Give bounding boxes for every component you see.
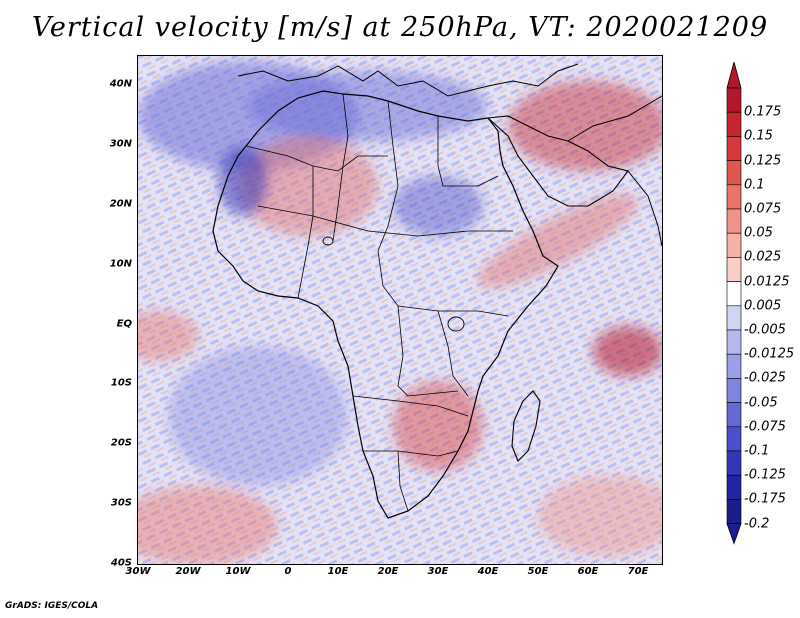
- colorbar-top-arrow: [726, 62, 742, 89]
- country-borders: [245, 93, 513, 512]
- lat-label-20n: 20N: [109, 198, 132, 210]
- lat-label-40s: 40S: [110, 557, 132, 569]
- lon-label-20e: 20E: [377, 566, 399, 577]
- colorbar-segment: [726, 450, 742, 476]
- colorbar-segment: [726, 281, 742, 307]
- lat-label-20s: 20S: [110, 437, 132, 449]
- lake-victoria: [447, 316, 465, 332]
- colorbar-tick-label: 0.1: [744, 177, 765, 193]
- blue-anomaly-west-africa: [218, 146, 268, 216]
- colorbar-tick-label: 0.025: [744, 249, 782, 265]
- colorbar-tick-label: 0.05: [744, 225, 773, 241]
- europe-coastline: [237, 63, 579, 97]
- blue-anomaly-south-atlantic: [168, 346, 348, 486]
- colorbar-tick-label: -0.175: [744, 491, 786, 507]
- red-anomaly-indian-ocean: [593, 326, 662, 376]
- map-title: Vertical velocity [m/s] at 250hPa, VT: 2…: [31, 12, 769, 43]
- blue-anomaly-mediterranean: [248, 71, 488, 141]
- lon-label-0: 0: [284, 566, 292, 577]
- arabia-coastline: [486, 115, 629, 207]
- colorbar-bottom-arrow: [726, 523, 742, 545]
- lat-label-40n: 40N: [109, 78, 132, 90]
- colorbar-tick-label: -0.0125: [744, 346, 795, 362]
- lon-label-30w: 30W: [125, 566, 151, 577]
- lat-label-eq: EQ: [116, 318, 132, 330]
- red-anomaly-southeast: [538, 476, 662, 556]
- colorbar-segment: [726, 257, 742, 282]
- lon-label-30e: 30E: [427, 566, 449, 577]
- colorbar-tick-label: 0.125: [744, 153, 782, 169]
- colorbar-tick-label: 0.0125: [744, 274, 790, 290]
- colorbar-segment: [726, 305, 742, 331]
- colorbar-segment: [726, 136, 742, 161]
- colorbar-tick-label: 0.175: [744, 104, 782, 120]
- lake-chad: [322, 236, 334, 246]
- colorbar-segment: [726, 329, 742, 355]
- lat-label-10n: 10N: [109, 258, 132, 270]
- lon-label-50e: 50E: [527, 566, 549, 577]
- colorbar-segment: [726, 402, 742, 428]
- colorbar-tick-label: 0.005: [744, 298, 782, 314]
- grads-credit: GrADS: IGES/COLA: [5, 601, 99, 611]
- red-anomaly-south-atlantic: [138, 486, 278, 564]
- lon-label-10e: 10E: [327, 566, 349, 577]
- velocity-field-map: [138, 56, 662, 564]
- colorbar-tick-label: -0.005: [744, 322, 786, 338]
- red-anomaly-west-equator: [138, 311, 198, 361]
- colorbar-segment: [726, 111, 742, 137]
- map-plot-area: [137, 55, 663, 565]
- colorbar-segment: [726, 87, 742, 113]
- colorbar-segments: [726, 62, 742, 545]
- colorbar-tick-label: -0.125: [744, 467, 786, 483]
- colorbar-segment: [726, 184, 742, 210]
- colorbar-tick-label: -0.2: [744, 516, 770, 532]
- colorbar-segment: [726, 426, 742, 452]
- lon-label-20w: 20W: [175, 566, 201, 577]
- africa-coastline: [212, 90, 559, 519]
- persian-gulf-coast: [567, 95, 662, 142]
- lat-label-30n: 30N: [109, 138, 132, 150]
- colorbar-segment: [726, 378, 742, 403]
- lat-label-30s: 30S: [110, 497, 132, 509]
- lon-label-10w: 10W: [225, 566, 251, 577]
- colorbar-tick-label: -0.075: [744, 419, 786, 435]
- colorbar-tick-label: 0.15: [744, 128, 773, 144]
- velocity-anomaly-blobs: [138, 61, 662, 564]
- colorbar-segment: [726, 474, 742, 500]
- colorbar-segment: [726, 353, 742, 379]
- colorbar-segment: [726, 208, 742, 234]
- india-west-coast: [627, 170, 662, 247]
- colorbar-segment: [726, 160, 742, 186]
- colorbar-tick-label: -0.025: [744, 370, 786, 386]
- colorbar-segment: [726, 232, 742, 258]
- colorbar: [726, 62, 742, 545]
- colorbar-tick-label: -0.05: [744, 395, 778, 411]
- lon-label-70e: 70E: [627, 566, 649, 577]
- lat-label-10s: 10S: [110, 377, 132, 389]
- colorbar-tick-label: -0.1: [744, 443, 770, 459]
- red-anomaly-sahara: [238, 136, 378, 236]
- colorbar-segment: [726, 499, 742, 524]
- red-anomaly-middle-east: [508, 81, 662, 171]
- lon-label-60e: 60E: [577, 566, 599, 577]
- lon-label-40e: 40E: [477, 566, 499, 577]
- colorbar-tick-label: 0.075: [744, 201, 782, 217]
- red-band-arabia: [477, 194, 639, 288]
- madagascar-coastline: [511, 390, 541, 462]
- blue-anomaly-sudan: [393, 176, 483, 236]
